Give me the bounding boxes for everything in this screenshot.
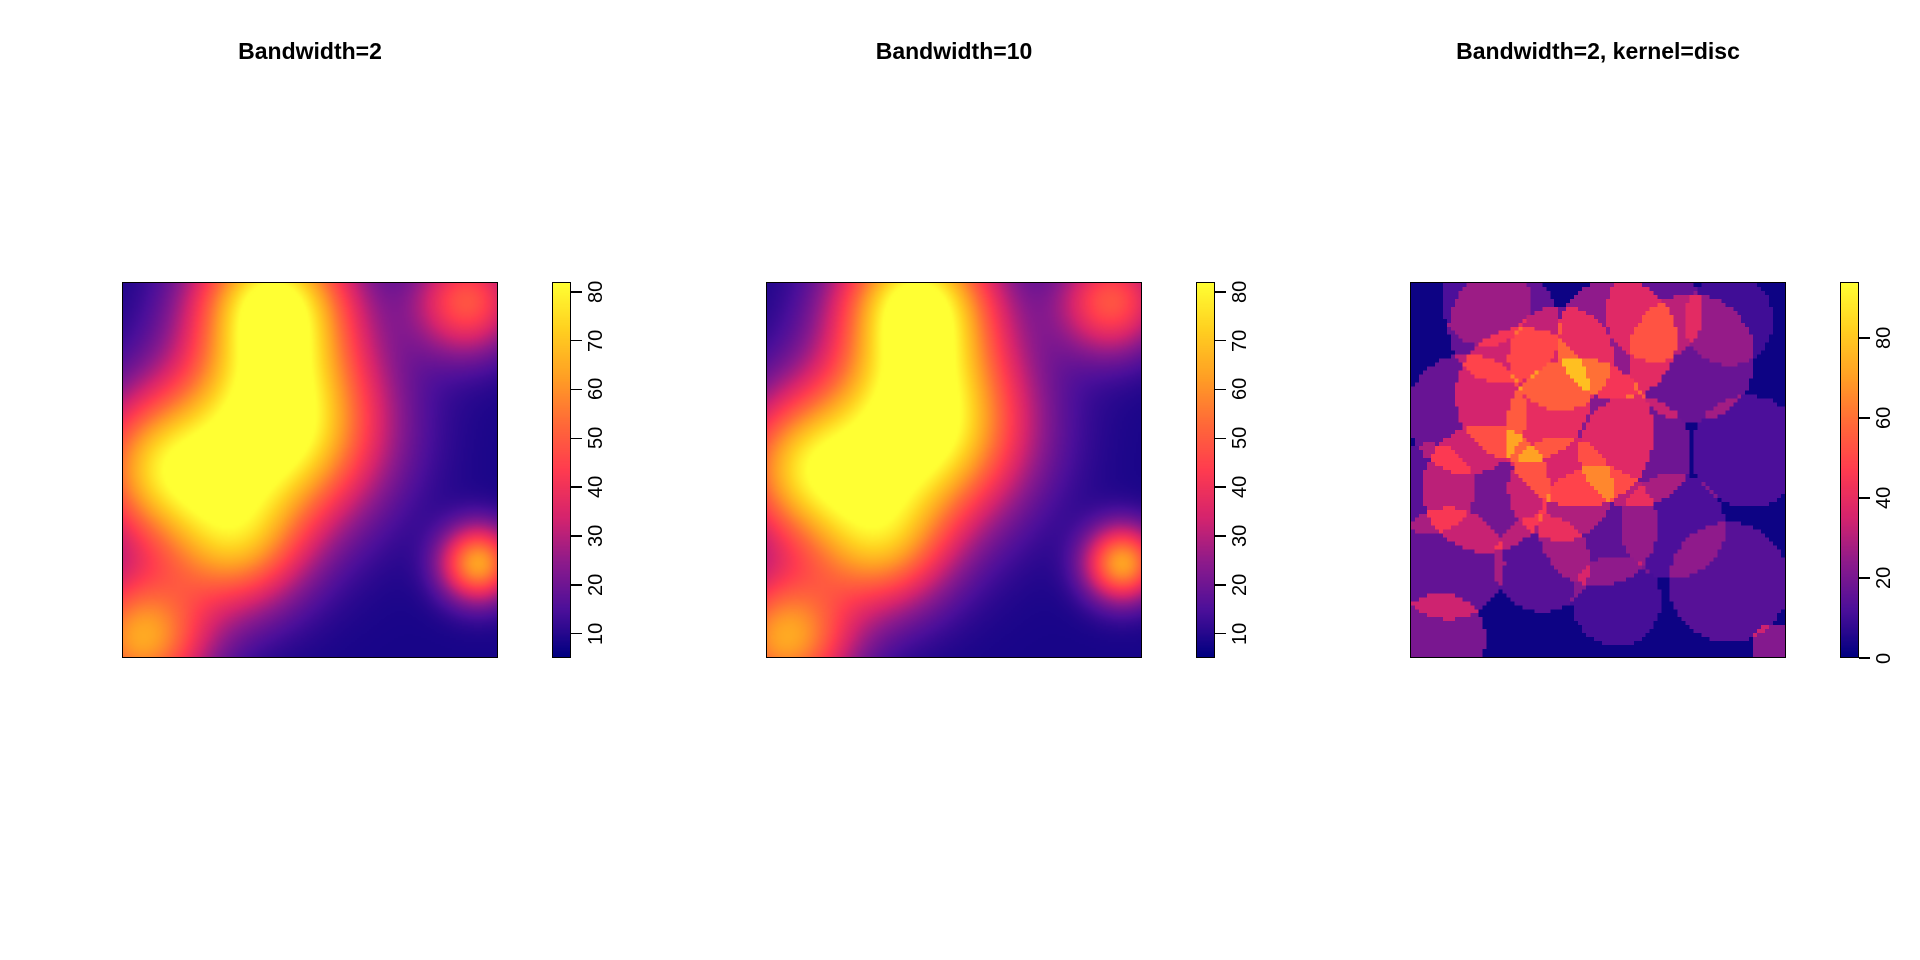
heatmap-image bbox=[1410, 282, 1786, 658]
colorbar-tick-label: 40 bbox=[585, 476, 608, 498]
colorbar-tick bbox=[571, 584, 582, 586]
colorbar-tick bbox=[571, 486, 582, 488]
colorbar-tick-label: 40 bbox=[1229, 476, 1252, 498]
colorbar-tick bbox=[571, 340, 582, 342]
colorbar-tick-label: 20 bbox=[585, 574, 608, 596]
heatmap-image bbox=[122, 282, 498, 658]
colorbar-tick-label: 80 bbox=[1873, 327, 1896, 349]
colorbar-tick bbox=[571, 438, 582, 440]
colorbar-tick-label: 70 bbox=[585, 329, 608, 351]
colorbar-tick bbox=[1859, 577, 1870, 579]
colorbar-tick-label: 70 bbox=[1229, 329, 1252, 351]
colorbar-tick bbox=[1859, 337, 1870, 339]
colorbar-tick bbox=[571, 291, 582, 293]
colorbar-tick bbox=[1215, 291, 1226, 293]
heatmap-image bbox=[766, 282, 1142, 658]
colorbar-tick-label: 60 bbox=[1229, 378, 1252, 400]
colorbar-tick bbox=[1215, 389, 1226, 391]
colorbar-tick-label: 10 bbox=[585, 622, 608, 644]
colorbar bbox=[552, 282, 571, 658]
colorbar-tick bbox=[1215, 535, 1226, 537]
colorbar-tick-label: 40 bbox=[1873, 487, 1896, 509]
panel-title: Bandwidth=2, kernel=disc bbox=[1456, 38, 1740, 65]
colorbar-tick bbox=[1859, 417, 1870, 419]
colorbar-tick bbox=[571, 389, 582, 391]
colorbar-tick bbox=[1215, 486, 1226, 488]
colorbar-tick-label: 20 bbox=[1229, 574, 1252, 596]
colorbar-tick-label: 10 bbox=[1229, 622, 1252, 644]
colorbar-tick-label: 30 bbox=[1229, 525, 1252, 547]
colorbar-tick-label: 50 bbox=[1229, 427, 1252, 449]
colorbar-tick-label: 60 bbox=[1873, 407, 1896, 429]
panel-title: Bandwidth=10 bbox=[876, 38, 1033, 65]
colorbar-tick bbox=[571, 535, 582, 537]
colorbar-tick bbox=[1215, 340, 1226, 342]
colorbar-tick-label: 0 bbox=[1873, 652, 1896, 663]
colorbar-tick bbox=[1215, 584, 1226, 586]
colorbar-tick-label: 80 bbox=[585, 281, 608, 303]
panel-title: Bandwidth=2 bbox=[238, 38, 382, 65]
colorbar-tick bbox=[1215, 633, 1226, 635]
colorbar-tick-label: 80 bbox=[1229, 281, 1252, 303]
colorbar-tick-label: 30 bbox=[585, 525, 608, 547]
colorbar bbox=[1840, 282, 1859, 658]
colorbar-tick-label: 20 bbox=[1873, 567, 1896, 589]
colorbar bbox=[1196, 282, 1215, 658]
colorbar-tick-label: 50 bbox=[585, 427, 608, 449]
colorbar-tick bbox=[1215, 438, 1226, 440]
colorbar-tick bbox=[1859, 497, 1870, 499]
colorbar-tick bbox=[1859, 657, 1870, 659]
colorbar-tick-label: 60 bbox=[585, 378, 608, 400]
colorbar-tick bbox=[571, 633, 582, 635]
